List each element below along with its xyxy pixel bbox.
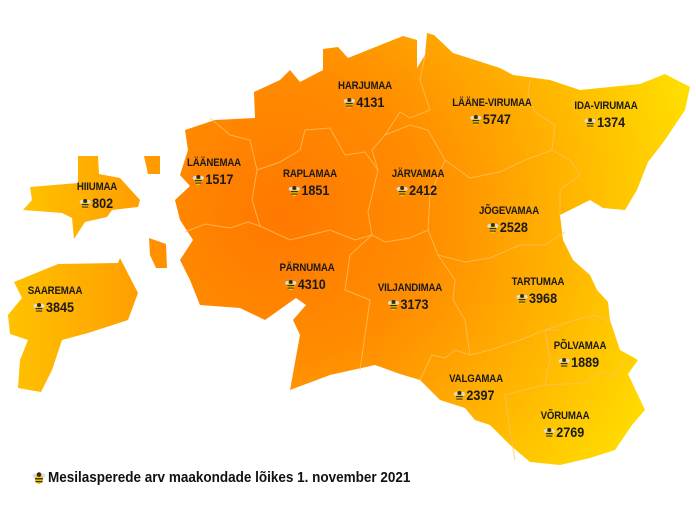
county-value: 1851: [300, 182, 329, 198]
map-caption: Mesilasperede arv maakondade lõikes 1. n…: [32, 469, 451, 486]
bee-icon: [543, 427, 555, 438]
county-value: 3968: [528, 290, 557, 306]
mainland-shape[interactable]: [175, 33, 690, 465]
bee-icon: [33, 302, 45, 313]
county-value: 5747: [482, 111, 511, 127]
bee-icon: [516, 293, 528, 304]
county-name: VILJANDIMAA: [377, 282, 443, 294]
county-name: HIIUMAA: [76, 181, 118, 193]
county-name: LÄÄNEMAA: [187, 157, 241, 169]
county-value: 4131: [355, 94, 384, 110]
bee-icon: [343, 97, 355, 108]
bee-icon: [470, 114, 482, 125]
county-label-jogevamaa: JÕGEVAMAA 2528: [475, 205, 543, 235]
county-value: 2769: [555, 424, 584, 440]
county-label-saaremaa: SAAREMAA 3845: [24, 285, 86, 315]
county-label-laanemaa: LÄÄNEMAA 1517: [183, 157, 244, 187]
bee-icon: [288, 185, 300, 196]
islet-vormsi: [144, 156, 160, 174]
county-value: 2528: [499, 219, 528, 235]
islet-muhu: [149, 238, 167, 268]
county-name: PÕLVAMAA: [553, 340, 607, 352]
bee-icon: [79, 198, 91, 209]
county-shape-saaremaa[interactable]: [8, 258, 138, 392]
county-label-laane-virumaa: LÄÄNE-VIRUMAA 5747: [447, 97, 537, 127]
bee-icon: [487, 222, 499, 233]
county-name: IDA-VIRUMAA: [574, 100, 638, 112]
county-value: 3845: [45, 299, 74, 315]
caption-text: Mesilasperede arv maakondade lõikes 1. n…: [48, 469, 411, 486]
bee-icon: [396, 185, 408, 196]
county-label-tartumaa: TARTUMAA 3968: [508, 276, 568, 306]
bee-icon: [454, 390, 466, 401]
county-label-ida-virumaa: IDA-VIRUMAA 1374: [570, 100, 642, 130]
bee-icon: [285, 279, 297, 290]
county-name: PÄRNUMAA: [279, 262, 335, 274]
county-label-valgamaa: VALGAMAA 2397: [445, 373, 506, 403]
county-label-jarvamaa: JÄRVAMAA 2412: [388, 168, 448, 198]
county-name: JÕGEVAMAA: [478, 205, 540, 217]
county-label-viljandimaa: VILJANDIMAA 3173: [374, 282, 447, 312]
county-value: 1889: [570, 354, 599, 370]
county-value: 4310: [297, 276, 326, 292]
county-name: VÕRUMAA: [540, 410, 590, 422]
county-label-parnumaa: PÄRNUMAA 4310: [276, 262, 339, 292]
county-value: 1517: [204, 171, 233, 187]
county-name: VALGAMAA: [449, 373, 503, 385]
bee-icon: [584, 117, 596, 128]
county-name: LÄÄNE-VIRUMAA: [452, 97, 532, 109]
county-name: TARTUMAA: [511, 276, 565, 288]
county-name: SAAREMAA: [27, 285, 83, 297]
county-value: 802: [91, 195, 113, 211]
county-value: 2397: [466, 387, 495, 403]
bee-icon: [32, 472, 46, 485]
county-label-polvamaa: PÕLVAMAA 1889: [550, 340, 610, 370]
county-label-raplamaa: RAPLAMAA 1851: [279, 168, 340, 198]
bee-icon: [192, 174, 204, 185]
county-name: RAPLAMAA: [283, 168, 337, 180]
county-name: JÄRVAMAA: [391, 168, 445, 180]
county-shape-hiiumaa[interactable]: [23, 156, 140, 239]
county-label-vorumaa: VÕRUMAA 2769: [537, 410, 592, 440]
bee-icon: [558, 357, 570, 368]
county-name: HARJUMAA: [338, 80, 392, 92]
county-value: 2412: [408, 182, 437, 198]
county-label-hiiumaa: HIIUMAA 802: [74, 181, 120, 211]
county-borders: [184, 54, 626, 461]
county-value: 1374: [596, 114, 625, 130]
bee-icon: [388, 299, 400, 310]
county-label-harjumaa: HARJUMAA 4131: [334, 80, 395, 110]
county-value: 3173: [400, 296, 429, 312]
